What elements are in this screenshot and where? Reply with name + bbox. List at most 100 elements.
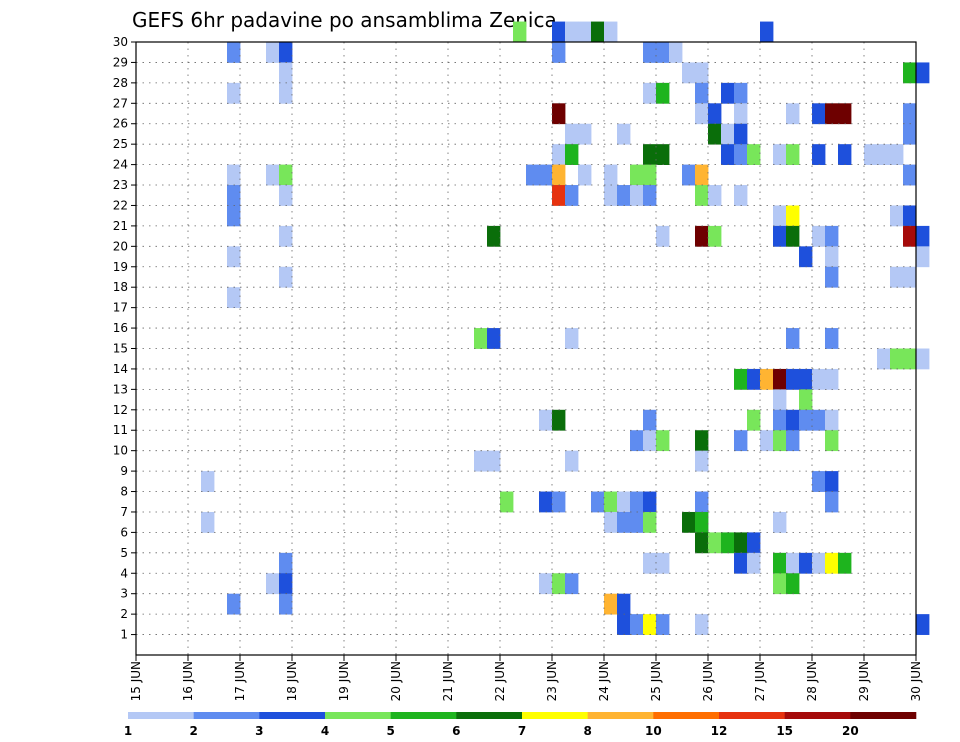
precip-cell: [760, 368, 774, 390]
precip-cell: [279, 593, 293, 615]
precip-cells: [201, 21, 930, 635]
precip-cell: [734, 103, 748, 125]
precip-cell: [539, 491, 553, 513]
y-tick-label: 16: [113, 321, 128, 335]
precip-cell: [903, 62, 917, 84]
y-tick-label: 12: [113, 403, 128, 417]
precip-cell: [630, 185, 644, 206]
precip-cell: [279, 185, 293, 206]
precip-cell: [604, 21, 618, 43]
precip-cell: [825, 246, 839, 268]
precip-cell: [773, 409, 787, 431]
precip-cell: [604, 185, 618, 206]
y-tick-label: 11: [113, 423, 128, 437]
y-tick-label: 27: [113, 96, 128, 110]
colorbar-label: 8: [583, 724, 591, 738]
colorbar-label: 1: [124, 724, 132, 738]
precip-cell: [812, 225, 826, 247]
precip-cell: [695, 450, 709, 472]
x-tick-label: 21 JUN: [441, 661, 455, 701]
precip-cell: [721, 82, 735, 104]
precip-cell: [695, 164, 709, 186]
precip-cell: [695, 532, 709, 554]
colorbar-label: 2: [189, 724, 197, 738]
y-tick-label: 18: [113, 280, 128, 294]
precip-cell: [773, 573, 787, 595]
precip-cell: [227, 593, 241, 615]
precip-cell: [812, 471, 826, 492]
precip-cell: [617, 123, 631, 145]
y-tick-label: 6: [120, 525, 128, 539]
precip-cell: [604, 164, 618, 186]
colorbar-swatch: [784, 712, 851, 719]
precip-cell: [903, 225, 917, 247]
precip-cell: [578, 21, 592, 43]
precip-cell: [825, 491, 839, 513]
precip-cell: [552, 573, 566, 595]
colorbar-label: 4: [321, 724, 329, 738]
precip-cell: [565, 573, 579, 595]
precip-cell: [682, 62, 696, 84]
precip-cell: [734, 552, 748, 574]
precip-cell: [552, 409, 566, 431]
precip-cell: [734, 430, 748, 452]
precip-cell: [916, 225, 930, 247]
precip-cell: [695, 103, 709, 125]
colorbar-swatch: [325, 712, 391, 719]
precip-cell: [695, 614, 709, 635]
precip-cell: [591, 491, 605, 513]
precip-cell: [747, 144, 761, 165]
precip-cell: [565, 185, 579, 206]
y-axis-ticks: 1234567891011121314151617181920212223242…: [113, 35, 136, 642]
precip-cell: [565, 144, 579, 165]
precip-cell: [656, 430, 670, 452]
precip-cell: [604, 491, 618, 513]
colorbar-label: 12: [711, 724, 728, 738]
y-tick-label: 17: [113, 301, 128, 315]
y-tick-label: 19: [113, 260, 128, 274]
precip-cell: [812, 368, 826, 390]
gridlines: [136, 41, 916, 655]
precip-cell: [890, 348, 904, 370]
y-tick-label: 13: [113, 382, 128, 396]
x-axis-ticks: 15 JUN 16 JUN 17 JUN 18 JUN 19 JUN 20 JUN 21 J…: [129, 655, 923, 701]
x-tick-label: 20 JUN: [389, 661, 403, 701]
precip-cell: [825, 552, 839, 574]
precip-cell: [695, 511, 709, 533]
precip-cell: [565, 123, 579, 145]
precip-cell: [266, 164, 280, 186]
precip-cell: [552, 144, 566, 165]
precip-cell: [279, 225, 293, 247]
precip-cell: [890, 144, 904, 165]
precip-cell: [643, 614, 657, 635]
y-tick-label: 9: [120, 464, 128, 478]
y-tick-label: 10: [113, 444, 128, 458]
precip-cell: [916, 62, 930, 84]
x-tick-label: 19 JUN: [337, 661, 351, 701]
precip-cell: [773, 389, 787, 411]
precip-cell: [786, 328, 800, 349]
precip-cell: [786, 144, 800, 165]
precip-cell: [695, 430, 709, 452]
precip-cell: [812, 552, 826, 574]
precip-cell: [578, 123, 592, 145]
precip-cell: [279, 552, 293, 574]
precip-cell: [617, 185, 631, 206]
precip-cell: [578, 164, 592, 186]
precip-cell: [903, 123, 917, 145]
precip-cell: [279, 573, 293, 595]
y-tick-label: 15: [113, 342, 128, 356]
precip-cell: [903, 103, 917, 125]
precip-cell: [630, 491, 644, 513]
precip-cell: [773, 511, 787, 533]
precip-cell: [669, 42, 683, 63]
precip-cell: [786, 430, 800, 452]
precip-cell: [617, 491, 631, 513]
precip-cell: [487, 450, 501, 472]
y-tick-label: 1: [120, 628, 128, 642]
precip-cell: [682, 511, 696, 533]
precip-cell: [552, 103, 566, 125]
precip-cell: [227, 42, 241, 63]
precip-cell: [656, 144, 670, 165]
precip-cell: [838, 552, 852, 574]
